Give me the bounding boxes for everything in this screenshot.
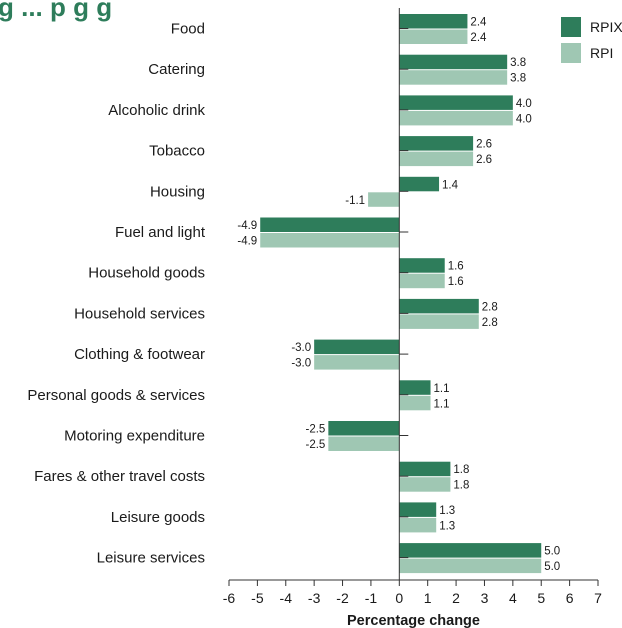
data-label-rpi: -4.9 [237, 236, 257, 248]
bar-rpix [260, 217, 400, 232]
data-label-rpi: 1.3 [439, 520, 455, 532]
category-label: Motoring expenditure [64, 428, 205, 445]
x-tick-label: 4 [509, 590, 517, 606]
data-label-rpi: 2.6 [476, 154, 492, 166]
bar-rpi [399, 558, 542, 574]
x-tick-label: 1 [424, 590, 432, 606]
x-tick-label: -5 [251, 590, 264, 606]
data-label-rpi: 4.0 [516, 113, 532, 125]
bar-rpix [399, 543, 542, 558]
bar-rpi [260, 233, 400, 248]
category-label: Fares & other travel costs [34, 468, 205, 485]
bar-rpi [399, 517, 437, 533]
x-tick-label: 3 [481, 590, 489, 606]
category-label: Clothing & footwear [74, 346, 205, 363]
legend-label-rpix: RPIX [590, 19, 622, 35]
bar-rpix [399, 95, 513, 110]
bar-rpi [399, 314, 479, 329]
bar-rpix [399, 298, 479, 314]
x-tick-label: 7 [594, 590, 602, 606]
bar-rpix [399, 136, 474, 151]
data-label-rpi: 3.8 [510, 73, 526, 85]
bar-rpi [399, 70, 508, 85]
data-label-rpix: 1.6 [448, 261, 464, 273]
data-label-rpix: 1.3 [439, 505, 455, 517]
data-label-rpi: 1.1 [434, 398, 450, 410]
category-label: Alcoholic drink [108, 102, 205, 119]
bar-rpix [399, 258, 445, 273]
category-label: Fuel and light [115, 224, 206, 241]
x-tick-label: -2 [336, 590, 349, 606]
category-label: Housing [150, 183, 205, 200]
data-label-rpix: 1.1 [434, 383, 450, 395]
plot-area: Food 2.4 2.4 Catering 3.8 3.8 Alcoholic drink 4… [27, 8, 602, 606]
data-label-rpi: -2.5 [306, 439, 326, 451]
bar-rpi [368, 192, 400, 207]
bar-rpi [399, 273, 445, 289]
x-tick-label: 5 [537, 590, 545, 606]
data-label-rpix: 2.8 [482, 301, 498, 313]
bar-rpix [399, 502, 437, 517]
bar-rpix [399, 461, 451, 477]
data-label-rpix: 2.6 [476, 139, 492, 151]
data-label-rpi: 2.8 [482, 317, 498, 329]
legend-label-rpi: RPI [590, 45, 613, 61]
bar-rpix [328, 421, 400, 436]
data-label-rpi: 1.8 [453, 480, 469, 492]
bar-rpix [399, 54, 508, 70]
data-label-rpix: -4.9 [237, 220, 257, 232]
data-label-rpix: 3.8 [510, 57, 526, 69]
x-tick-label: 6 [566, 590, 574, 606]
bar-rpi [399, 151, 474, 167]
data-label-rpix: -3.0 [291, 342, 311, 354]
bar-rpix [399, 380, 431, 395]
bar-rpix [399, 176, 440, 192]
category-label: Tobacco [149, 143, 205, 160]
category-label: Leisure services [97, 550, 205, 567]
category-label: Catering [148, 61, 205, 78]
bar-rpi [399, 110, 513, 126]
x-tick-label: -1 [365, 590, 378, 606]
data-label-rpix: 2.4 [470, 17, 487, 29]
legend: RPIX RPI [561, 17, 622, 63]
x-axis-title: Percentage change [347, 613, 480, 628]
chart-title: g ... p g g [0, 0, 112, 22]
x-tick-label: 0 [395, 590, 403, 606]
category-label: Personal goods & services [27, 387, 205, 404]
category-label: Household goods [88, 265, 205, 282]
x-tick-label: -4 [280, 590, 293, 606]
legend-swatch-rpi [561, 43, 581, 63]
bar-rpix [314, 339, 400, 355]
bar-rpix [399, 14, 468, 29]
data-label-rpix: -2.5 [306, 424, 326, 436]
category-label: Household services [74, 305, 205, 322]
x-tick-label: -3 [308, 590, 321, 606]
data-label-rpix: 4.0 [516, 98, 532, 110]
data-label-rpix: 5.0 [544, 546, 560, 558]
data-label-rpi: 5.0 [544, 561, 560, 573]
bar-rpi [399, 29, 468, 44]
category-label: Leisure goods [111, 509, 205, 526]
data-label-rpi: 2.4 [470, 32, 487, 44]
data-label-rpix: 1.4 [442, 179, 459, 191]
bar-rpi [314, 355, 400, 370]
category-label: Food [171, 21, 205, 38]
data-label-rpi: -1.1 [345, 195, 365, 207]
x-tick-label: -6 [223, 590, 236, 606]
data-label-rpix: 1.8 [453, 464, 469, 476]
data-label-rpi: 1.6 [448, 276, 464, 288]
bar-rpi [399, 395, 431, 411]
bar-rpi [399, 477, 451, 492]
data-label-rpi: -3.0 [291, 358, 311, 370]
x-tick-label: 2 [452, 590, 460, 606]
legend-swatch-rpix [561, 17, 581, 37]
bar-rpi [328, 436, 400, 451]
